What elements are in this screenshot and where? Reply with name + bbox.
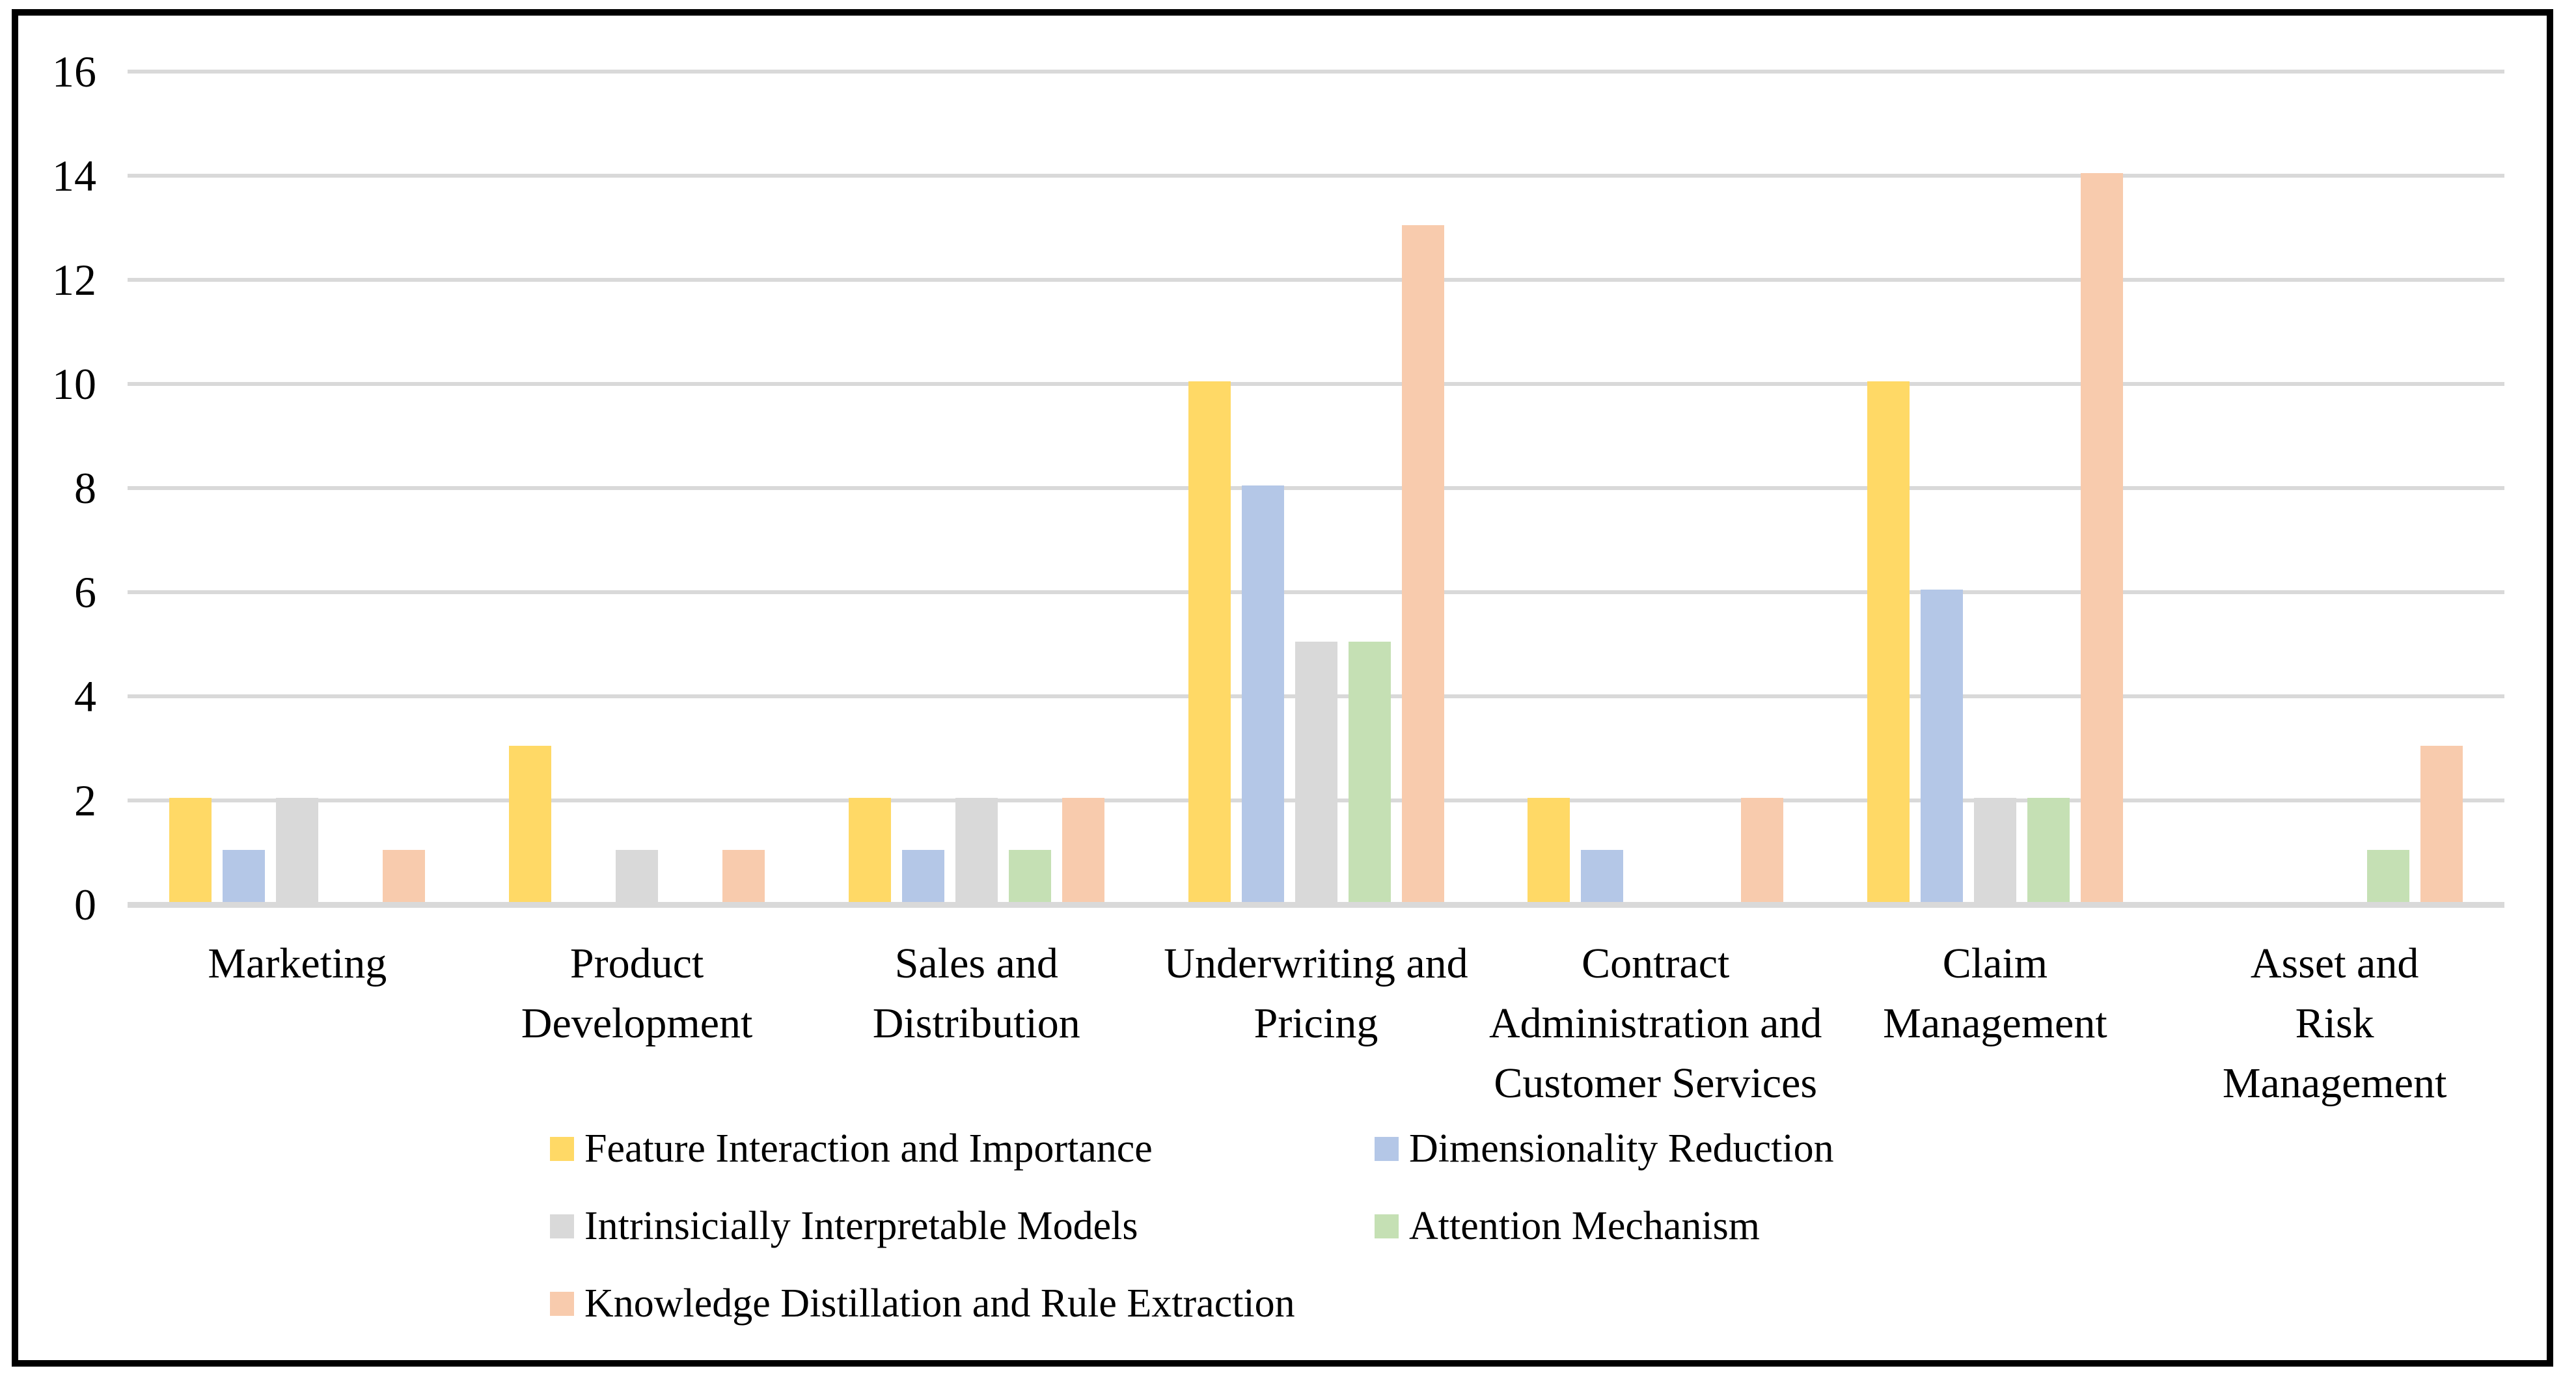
x-category-label-marketing: Marketing (208, 940, 387, 987)
bar-knowledge-distillation-and-rule-extraction-product (722, 850, 765, 902)
bar-knowledge-distillation-and-rule-extraction-contract (1741, 798, 1784, 902)
bar-knowledge-distillation-and-rule-extraction-asset-and-risk (2420, 746, 2463, 902)
bar-attention-mechanism-claim (2027, 798, 2070, 902)
bar-intrinsicially-interpretable-models-product (616, 850, 659, 902)
legend-swatch-icon-intrinsicially-interpretable-models (550, 1214, 574, 1238)
bar-dimensionality-reduction-contract (1581, 850, 1624, 902)
bar-knowledge-distillation-and-rule-extraction-claim (2080, 173, 2123, 902)
bar-feature-interaction-and-importance-contract (1528, 798, 1570, 902)
plot-area (128, 70, 2504, 902)
x-category-label-underwriting-and: Underwriting and Pricing (1164, 940, 1468, 1047)
bar-dimensionality-reduction-claim (1920, 590, 1963, 902)
gridline-y-10 (128, 382, 2504, 386)
legend-swatch-icon-dimensionality-reduction (1375, 1136, 1399, 1161)
bar-attention-mechanism-sales-and (1008, 850, 1051, 902)
bar-group-marketing (128, 72, 467, 902)
legend-item-dimensionality-reduction: Dimensionality Reduction (1375, 1119, 1834, 1178)
legend-label-feature-interaction-and-importance: Feature Interaction and Importance (584, 1126, 1153, 1171)
legend-swatch-icon-knowledge-distillation-and-rule-extraction (550, 1291, 574, 1316)
chart-border (12, 9, 2553, 1367)
legend-swatch-icon-attention-mechanism (1375, 1214, 1399, 1238)
x-axis-line (128, 902, 2504, 908)
legend-item-attention-mechanism: Attention Mechanism (1375, 1197, 1760, 1255)
bar-dimensionality-reduction-sales-and (901, 850, 944, 902)
bar-group-underwriting-and (1146, 72, 1486, 902)
bar-group-product (467, 72, 807, 902)
y-tick-label-8: 8 (74, 463, 96, 513)
gridline-y-12 (128, 278, 2504, 282)
bar-feature-interaction-and-importance-claim (1867, 381, 1910, 902)
bar-feature-interaction-and-importance-product (509, 746, 552, 902)
legend-label-attention-mechanism: Attention Mechanism (1409, 1204, 1760, 1248)
legend-item-intrinsicially-interpretable-models: Intrinsicially Interpretable Models (550, 1197, 1138, 1255)
bar-feature-interaction-and-importance-marketing (169, 798, 212, 902)
bar-group-claim (1826, 72, 2165, 902)
bar-attention-mechanism-asset-and-risk (2366, 850, 2409, 902)
y-tick-label-0: 0 (74, 880, 96, 929)
bar-group-contract (1486, 72, 1826, 902)
bar-intrinsicially-interpretable-models-sales-and (955, 798, 998, 902)
x-category-label-asset-and-risk: Asset and Risk Management (2222, 940, 2447, 1107)
legend-item-feature-interaction-and-importance: Feature Interaction and Importance (550, 1119, 1153, 1178)
y-tick-label-2: 2 (74, 776, 96, 825)
x-category-label-sales-and: Sales and Distribution (872, 940, 1080, 1047)
gridline-y-16 (128, 70, 2504, 74)
bar-attention-mechanism-underwriting-and (1348, 642, 1391, 902)
y-tick-label-6: 6 (74, 567, 96, 617)
gridline-y-14 (128, 174, 2504, 178)
y-tick-label-4: 4 (74, 672, 96, 721)
bar-intrinsicially-interpretable-models-underwriting-and (1295, 642, 1337, 902)
legend-label-dimensionality-reduction: Dimensionality Reduction (1409, 1126, 1834, 1171)
bar-feature-interaction-and-importance-sales-and (848, 798, 891, 902)
x-category-label-product: Product Development (521, 940, 753, 1047)
bar-intrinsicially-interpretable-models-claim (1973, 798, 2016, 902)
gridline-y-6 (128, 590, 2504, 594)
bar-group-asset-and-risk (2165, 72, 2504, 902)
legend-swatch-icon-feature-interaction-and-importance (550, 1136, 574, 1161)
y-tick-label-10: 10 (52, 359, 96, 409)
legend-item-knowledge-distillation-and-rule-extraction: Knowledge Distillation and Rule Extracti… (550, 1274, 1295, 1333)
legend-label-intrinsicially-interpretable-models: Intrinsicially Interpretable Models (584, 1204, 1138, 1248)
legend-label-knowledge-distillation-and-rule-extraction: Knowledge Distillation and Rule Extracti… (584, 1281, 1295, 1326)
x-category-label-claim: Claim Management (1883, 940, 2107, 1047)
bar-knowledge-distillation-and-rule-extraction-sales-and (1062, 798, 1104, 902)
bar-group-sales-and (806, 72, 1146, 902)
y-tick-label-14: 14 (52, 151, 96, 200)
bar-knowledge-distillation-and-rule-extraction-marketing (383, 850, 426, 902)
bar-feature-interaction-and-importance-underwriting-and (1188, 381, 1231, 902)
bar-knowledge-distillation-and-rule-extraction-underwriting-and (1401, 225, 1444, 902)
gridline-y-8 (128, 486, 2504, 490)
x-category-label-contract: Contract Administration and Customer Ser… (1488, 940, 1822, 1107)
bar-dimensionality-reduction-underwriting-and (1241, 485, 1284, 902)
bar-intrinsicially-interpretable-models-marketing (276, 798, 319, 902)
y-tick-label-12: 12 (52, 255, 96, 305)
bar-dimensionality-reduction-marketing (223, 850, 266, 902)
bar-groups (128, 72, 2504, 902)
y-tick-label-16: 16 (52, 47, 96, 96)
